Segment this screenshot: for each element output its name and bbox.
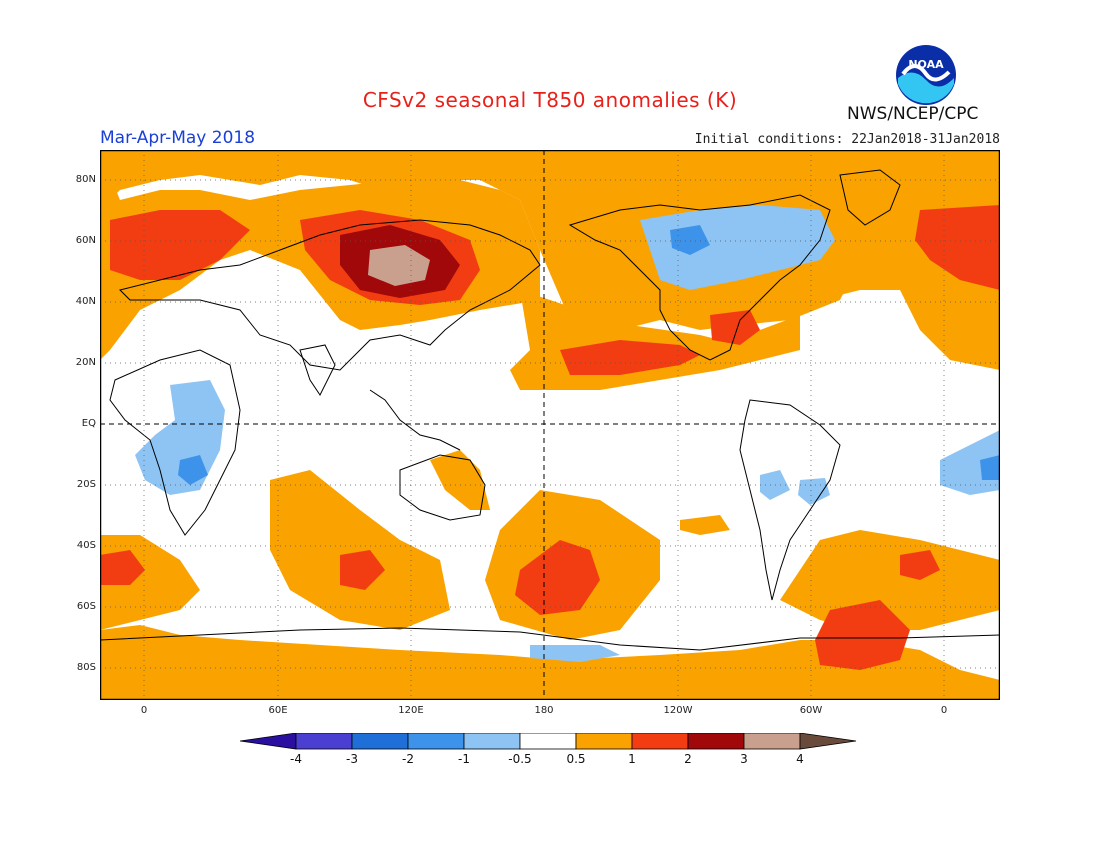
lon-label: 60W — [799, 705, 823, 716]
colorbar-label: 4 — [796, 752, 804, 766]
colorbar-label: -0.5 — [508, 752, 532, 766]
colorbar-label: -2 — [402, 752, 414, 766]
lat-label: 20S — [76, 479, 96, 490]
lat-label: 40N — [75, 296, 96, 307]
colorbar-swatch — [463, 733, 521, 750]
lat-label: EQ — [81, 418, 96, 429]
lon-label: 180 — [534, 705, 554, 716]
map-canvas — [100, 150, 1000, 700]
colorbar-label: -1 — [458, 752, 470, 766]
colorbar-swatch — [687, 733, 745, 750]
anomaly-map — [100, 150, 1000, 700]
lon-label: 0 — [140, 705, 148, 716]
colorbar-swatch — [351, 733, 409, 750]
lat-label: 40S — [76, 540, 96, 551]
season-label: Mar-Apr-May 2018 — [100, 128, 256, 148]
lat-label: 80N — [75, 174, 96, 185]
graticule — [100, 150, 1000, 700]
colorbar-swatch — [295, 733, 353, 750]
colorbar-label: -4 — [290, 752, 302, 766]
colorbar-swatch — [240, 733, 297, 750]
stronger-cool-zones — [178, 225, 1000, 485]
lon-label: 120E — [398, 705, 424, 716]
colorbar-label: 1 — [628, 752, 636, 766]
lon-label: 0 — [940, 705, 948, 716]
svg-text:NOAA: NOAA — [908, 58, 944, 71]
lon-label: 120W — [663, 705, 693, 716]
extreme-warm-zone — [368, 245, 430, 286]
lat-label: 80S — [76, 662, 96, 673]
colorbar-swatch — [631, 733, 689, 750]
initial-conditions-label: Initial conditions: 22Jan2018-31Jan2018 — [694, 132, 1000, 147]
map-border — [100, 150, 1000, 700]
colorbar-label: 0.5 — [566, 752, 586, 766]
chart-title: CFSv2 seasonal T850 anomalies (K) — [362, 88, 738, 112]
agency-label: NWS/NCEP/CPC — [847, 104, 979, 124]
lat-label: 20N — [75, 357, 96, 368]
lat-label: 60N — [75, 235, 96, 246]
coastlines — [100, 169, 1000, 651]
lat-label: 60S — [76, 601, 96, 612]
reference-lines — [100, 150, 1000, 700]
colorbar-label: 2 — [684, 752, 692, 766]
colorbar-swatch — [743, 733, 801, 750]
lon-label: 60E — [268, 705, 288, 716]
colorbar-label: 3 — [740, 752, 748, 766]
colorbar-swatch — [407, 733, 465, 750]
colorbar-swatch — [575, 733, 633, 750]
colorbar-swatch — [799, 733, 857, 750]
colorbar-swatch — [519, 733, 577, 750]
colorbar-label: -3 — [346, 752, 358, 766]
colorbar — [240, 733, 857, 750]
noaa-logo-icon: NOAA — [896, 45, 956, 105]
